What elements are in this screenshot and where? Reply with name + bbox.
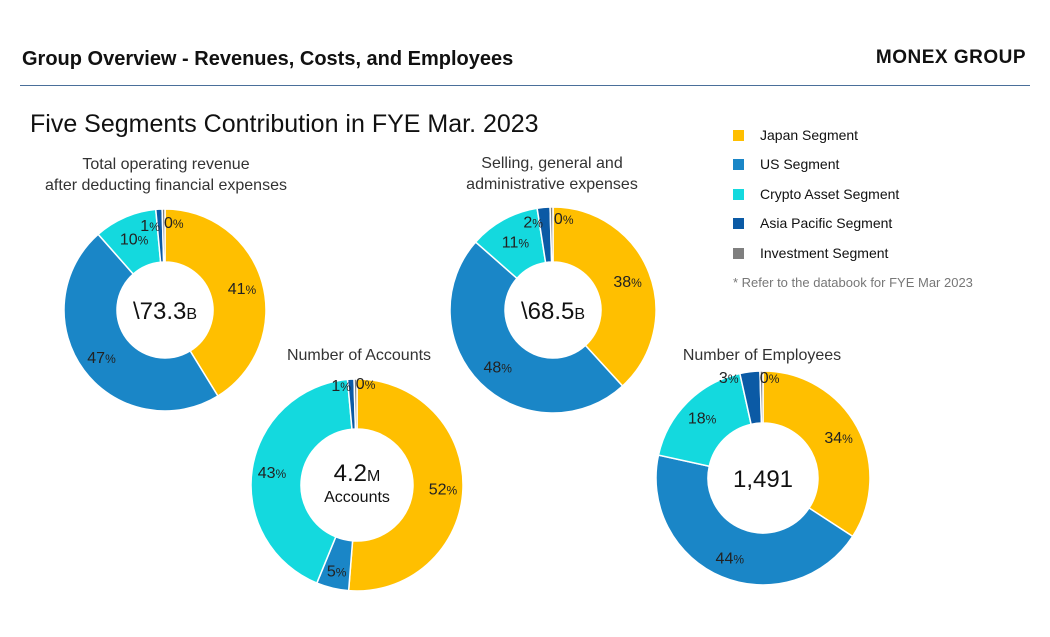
slice-value-label: 38% <box>613 274 642 291</box>
chart-title-line: after deducting financial expenses <box>45 177 287 194</box>
header-divider <box>20 85 1030 86</box>
legend-swatch <box>733 130 744 141</box>
legend-item: Crypto Asset Segment <box>733 186 899 215</box>
slice-value-label: 0% <box>554 211 574 228</box>
donut-chart: 41% 47% 10%1% 0% \73.3B <box>63 208 267 412</box>
page-header-title: Group Overview - Revenues, Costs, and Em… <box>22 48 514 70</box>
chart-title-accounts: Number of Accounts <box>287 345 431 366</box>
legend-item: Asia Pacific Segment <box>733 215 899 244</box>
legend-swatch <box>733 188 744 200</box>
slice-value-label: 1% <box>140 218 160 235</box>
chart-title-line: Number of Accounts <box>286 347 432 364</box>
donut-slice-japan-segment <box>552 206 657 388</box>
slice-value-label: 10% <box>120 231 149 248</box>
donut-center-value: 4.2M <box>334 460 381 487</box>
donut-chart: 34% 44% 18% 3% 0% 1,491 <box>655 370 871 586</box>
donut-center-value: \73.3B <box>133 298 197 325</box>
legend-label: Investment Segment <box>760 244 889 261</box>
databook-note: * Refer to the databook for FYE Mar 2023 <box>733 275 973 290</box>
donut-center-subtitle: Accounts <box>324 489 390 506</box>
brand-logo: MONEX GROUP <box>875 47 1026 68</box>
slice-value-label: 52% <box>429 481 458 498</box>
legend-label: US Segment <box>760 156 840 173</box>
slice-value-label: 47% <box>87 350 116 367</box>
slice-value-label: 2% <box>523 214 543 231</box>
donut-slice-japan-segment <box>164 208 267 398</box>
donut-slice-investment-segment <box>759 370 764 424</box>
donut-slice-crypto-asset-segment <box>250 378 353 585</box>
legend: Japan Segment US Segment Crypto Asset Se… <box>733 127 899 274</box>
slice-value-label: 5% <box>327 564 347 581</box>
legend-label: Japan Segment <box>760 127 859 143</box>
slice-value-label: 1% <box>331 378 351 395</box>
main-title: Five Segments Contribution in FYE Mar. 2… <box>30 110 539 138</box>
slice-value-label: 3% <box>719 370 739 387</box>
chart-title-revenue: Total operating revenue after deducting … <box>45 154 287 196</box>
legend-label: Asia Pacific Segment <box>760 215 893 232</box>
slice-value-label: 0% <box>760 370 780 387</box>
chart-title-employees: Number of Employees <box>683 345 841 366</box>
slice-value-label: 18% <box>688 410 717 427</box>
donut-chart: 52% 5% 43% 1% 0% 4.2M Accounts <box>250 376 464 592</box>
donut-slice-japan-segment <box>347 378 464 592</box>
legend-item: Investment Segment <box>733 245 899 274</box>
chart-title-line: Total operating revenue <box>82 156 250 173</box>
slice-value-label: 34% <box>824 430 853 447</box>
chart-title-line: administrative expenses <box>466 176 638 193</box>
slice-value-label: 44% <box>716 550 745 567</box>
legend-swatch <box>733 247 744 259</box>
slice-value-label: 41% <box>228 281 257 298</box>
slice-value-label: 11% <box>502 235 530 252</box>
donut-slice-us-segment <box>63 233 219 412</box>
donut-center-value: 1,491 <box>733 466 793 493</box>
legend-swatch <box>733 218 744 230</box>
donut-center-value: \68.5B <box>521 298 585 325</box>
donut-slice-investment-segment <box>549 206 554 263</box>
donut-slice-us-segment <box>655 454 854 586</box>
chart-title-line: Number of Employees <box>682 347 842 364</box>
donut-chart: 38% 48% 11% 2% 0% \68.5B <box>449 206 657 414</box>
donut-slice-investment-segment <box>353 378 358 430</box>
chart-title-line: Selling, general and <box>481 155 623 172</box>
legend-swatch <box>733 159 744 171</box>
donut-slice-us-segment <box>449 240 624 414</box>
donut-slice-investment-segment <box>161 208 166 263</box>
legend-item: Japan Segment <box>733 127 899 156</box>
legend-label: Crypto Asset Segment <box>760 185 900 202</box>
slice-value-label: 48% <box>483 359 512 376</box>
slice-value-label: 0% <box>164 215 184 232</box>
slice-value-label: 43% <box>258 465 287 482</box>
chart-title-sga: Selling, general and administrative expe… <box>466 153 638 195</box>
legend-item: US Segment <box>733 156 899 185</box>
donut-slice-japan-segment <box>762 370 871 538</box>
slice-value-label: 0% <box>356 376 376 393</box>
